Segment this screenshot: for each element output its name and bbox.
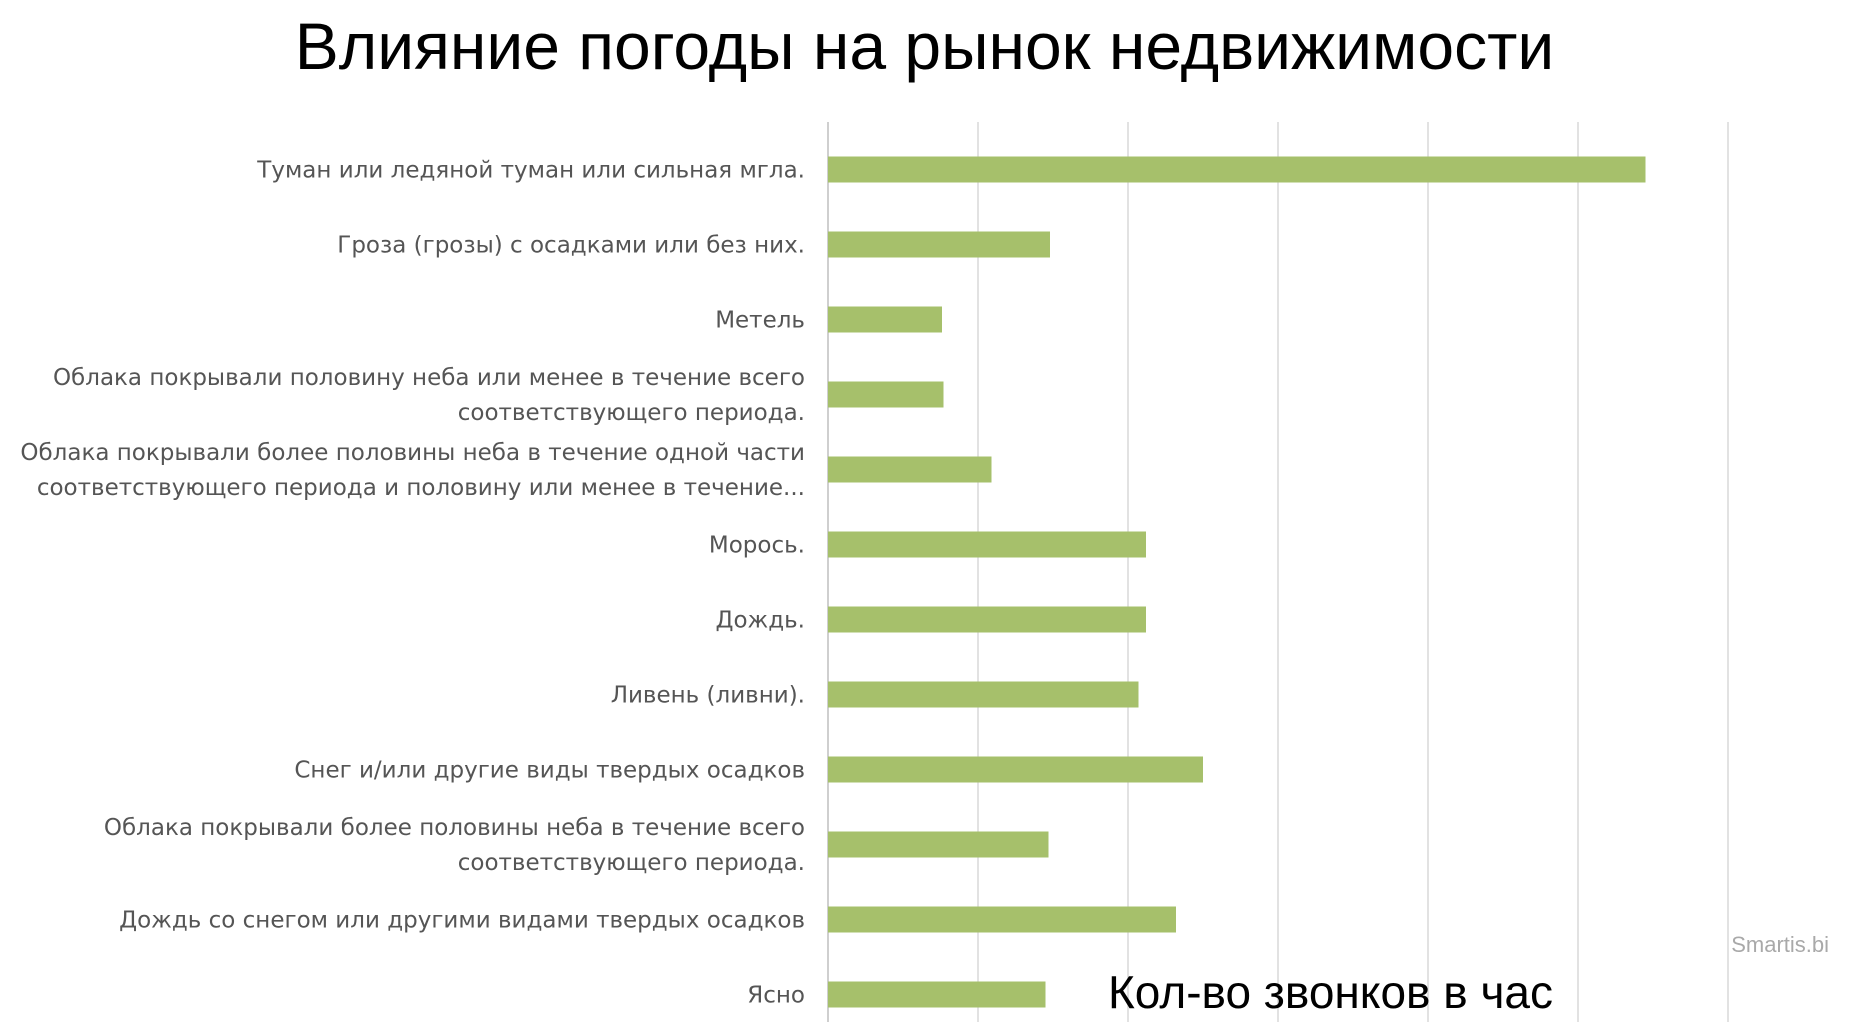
category-label: Туман или ледяной туман или сильная мгла… xyxy=(256,158,805,184)
category-label: Гроза (грозы) с осадками или без них. xyxy=(337,233,805,259)
category-label-line: Ясно xyxy=(747,983,805,1009)
category-label-line: Дождь со снегом или другими видами тверд… xyxy=(119,908,805,934)
gridlines xyxy=(827,122,1729,1022)
bar xyxy=(828,231,1050,258)
category-label: Облака покрывали более половины неба в т… xyxy=(20,440,805,501)
watermark: Smartis.bi xyxy=(1731,932,1829,957)
category-label-line: Гроза (грозы) с осадками или без них. xyxy=(337,233,805,259)
category-label: Дождь со снегом или другими видами тверд… xyxy=(119,908,805,934)
category-label-line: соответствующего периода. xyxy=(458,850,805,876)
bar xyxy=(828,681,1139,708)
category-label-line: Снег и/или другие виды твердых осадков xyxy=(294,758,805,784)
bar xyxy=(828,981,1046,1008)
category-label-line: Дождь. xyxy=(715,608,805,634)
category-label-line: соответствующего периода и половину или … xyxy=(37,475,805,501)
x-axis-title: Кол-во звонков в час xyxy=(1108,966,1553,1018)
bars xyxy=(828,156,1646,1008)
bar xyxy=(828,381,944,408)
bar xyxy=(828,906,1176,933)
category-label: Снег и/или другие виды твердых осадков xyxy=(294,758,805,784)
category-label: Облака покрывали половину неба или менее… xyxy=(53,365,805,426)
bar xyxy=(828,606,1146,633)
category-label-line: Метель xyxy=(715,308,805,334)
bar xyxy=(828,756,1203,783)
category-label-line: Облака покрывали более половины неба в т… xyxy=(20,440,805,466)
category-label-line: Облака покрывали половину неба или менее… xyxy=(53,365,805,391)
category-label: Ясно xyxy=(747,983,805,1009)
bar xyxy=(828,531,1146,558)
category-labels: Туман или ледяной туман или сильная мгла… xyxy=(20,158,805,1009)
bar xyxy=(828,456,992,483)
category-label: Метель xyxy=(715,308,805,334)
category-label-line: Ливень (ливни). xyxy=(611,683,805,709)
category-label-line: Морось. xyxy=(709,533,805,559)
bar xyxy=(828,831,1049,858)
chart-title: Влияние погоды на рынок недвижимости xyxy=(294,9,1555,83)
category-label-line: соответствующего периода. xyxy=(458,400,805,426)
bar xyxy=(828,156,1646,183)
category-label: Морось. xyxy=(709,533,805,559)
category-label: Дождь. xyxy=(715,608,805,634)
category-label: Ливень (ливни). xyxy=(611,683,805,709)
category-label: Облака покрывали более половины неба в т… xyxy=(104,815,805,876)
category-label-line: Туман или ледяной туман или сильная мгла… xyxy=(256,158,805,184)
bar xyxy=(828,306,942,333)
category-label-line: Облака покрывали более половины неба в т… xyxy=(104,815,805,841)
